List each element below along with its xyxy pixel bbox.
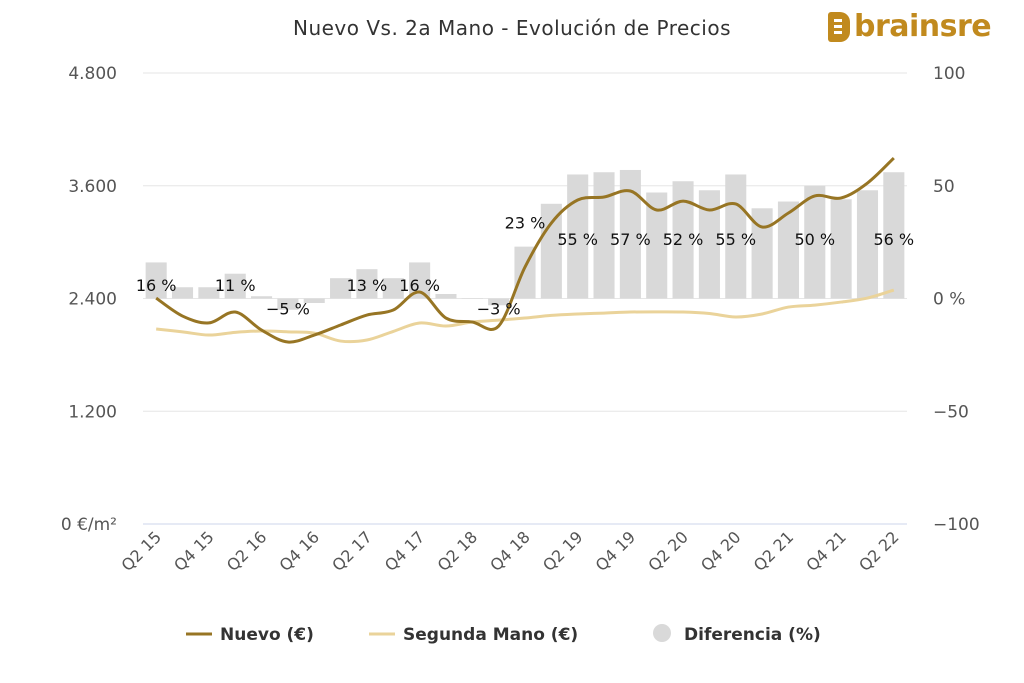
x-tick-label: Q2 21 [750,527,798,575]
data-label: 16 % [399,276,440,295]
data-label: 50 % [794,230,835,249]
bar [804,185,826,299]
bar [198,287,220,299]
bar [488,298,510,306]
right-axis: −100 −50 0 % 50 100 [933,64,980,535]
x-tick-label: Q2 20 [644,527,692,575]
bar [409,262,431,299]
x-axis: Q2 15 Q4 15 Q2 16 Q4 16 Q2 17 Q4 17 Q2 18 Q4 18… [117,527,902,575]
line-nuevo [155,156,895,344]
data-label: 52 % [663,230,704,249]
bar [883,172,905,299]
left-tick-label: 0 €/m² [61,515,117,535]
data-label: 11 % [215,276,256,295]
bar [830,199,852,299]
bar [751,208,773,299]
legend-item-diferencia[interactable]: Diferencia (%) [653,624,821,645]
bar [277,298,299,310]
left-tick-label: 1.200 [68,402,117,422]
logo-text: brainsre [854,9,992,44]
data-label: 56 % [873,230,914,249]
bar [725,174,747,299]
data-label: 57 % [610,230,651,249]
bar [145,262,167,299]
bar [356,269,378,299]
data-labels: 16 % 11 % −5 % 13 % 16 % −3 % 23 % 55 % 57 % 52 %… [136,214,914,319]
right-tick-label: 100 [933,64,965,84]
bar [540,203,562,299]
x-tick-label: Q2 19 [539,527,587,575]
x-tick-label: Q4 19 [592,527,640,575]
right-tick-label: 0 % [933,290,965,310]
data-label: 55 % [557,230,598,249]
right-tick-label: 50 [933,177,955,197]
bar [330,278,352,299]
line-segunda-mano [156,288,895,344]
bar [567,174,589,299]
x-tick-label: Q4 20 [697,527,745,575]
bar [777,201,799,299]
bar [171,287,194,299]
x-tick-label: Q2 18 [434,527,482,575]
x-tick-label: Q4 18 [486,527,534,575]
legend-label-segunda-mano: Segunda Mano (€) [403,625,578,645]
x-tick-label: Q2 15 [117,527,165,575]
x-tick-label: Q4 15 [170,527,218,575]
bar-series-diferencia [145,169,905,310]
bar [382,278,404,299]
left-tick-label: 2.400 [68,290,117,310]
left-tick-label: 3.600 [68,177,117,197]
data-label: 55 % [715,230,756,249]
brainsre-logo: brainsre [828,9,992,44]
x-tick-label: Q2 17 [328,527,376,575]
logo-mark-icon [828,12,850,42]
x-tick-label: Q2 16 [223,527,271,575]
bar [303,298,325,304]
bar [593,172,615,299]
line-series [155,156,895,344]
left-tick-label: 4.800 [68,64,117,84]
legend-item-segunda-mano[interactable]: Segunda Mano (€) [369,625,578,645]
bar [619,169,641,299]
x-tick-label: Q4 17 [381,527,429,575]
bar [224,273,246,299]
x-tick-label: Q4 16 [276,527,324,575]
bar [672,181,694,299]
left-axis: 0 €/m² 1.200 2.400 3.600 4.800 [61,64,117,535]
bar [698,190,720,299]
chart-title: Nuevo Vs. 2a Mano - Evolución de Precios [293,16,731,40]
legend-label-nuevo: Nuevo (€) [220,625,314,645]
bar [461,298,483,299]
legend-item-nuevo[interactable]: Nuevo (€) [186,625,314,645]
bar [251,296,273,299]
data-label: −3 % [477,300,521,319]
x-tick-label: Q2 22 [855,527,903,575]
bar [856,190,879,299]
data-label: 23 % [505,214,546,233]
data-label: 16 % [136,276,177,295]
bar [435,293,457,299]
data-label: −5 % [266,300,310,319]
data-label: 13 % [347,276,388,295]
right-tick-label: −50 [933,402,969,422]
legend-label-diferencia: Diferencia (%) [684,625,821,645]
bar [646,192,668,299]
x-tick-label: Q4 21 [802,527,850,575]
legend: Nuevo (€) Segunda Mano (€) Diferencia (%… [186,624,821,645]
right-tick-label: −100 [933,515,980,535]
